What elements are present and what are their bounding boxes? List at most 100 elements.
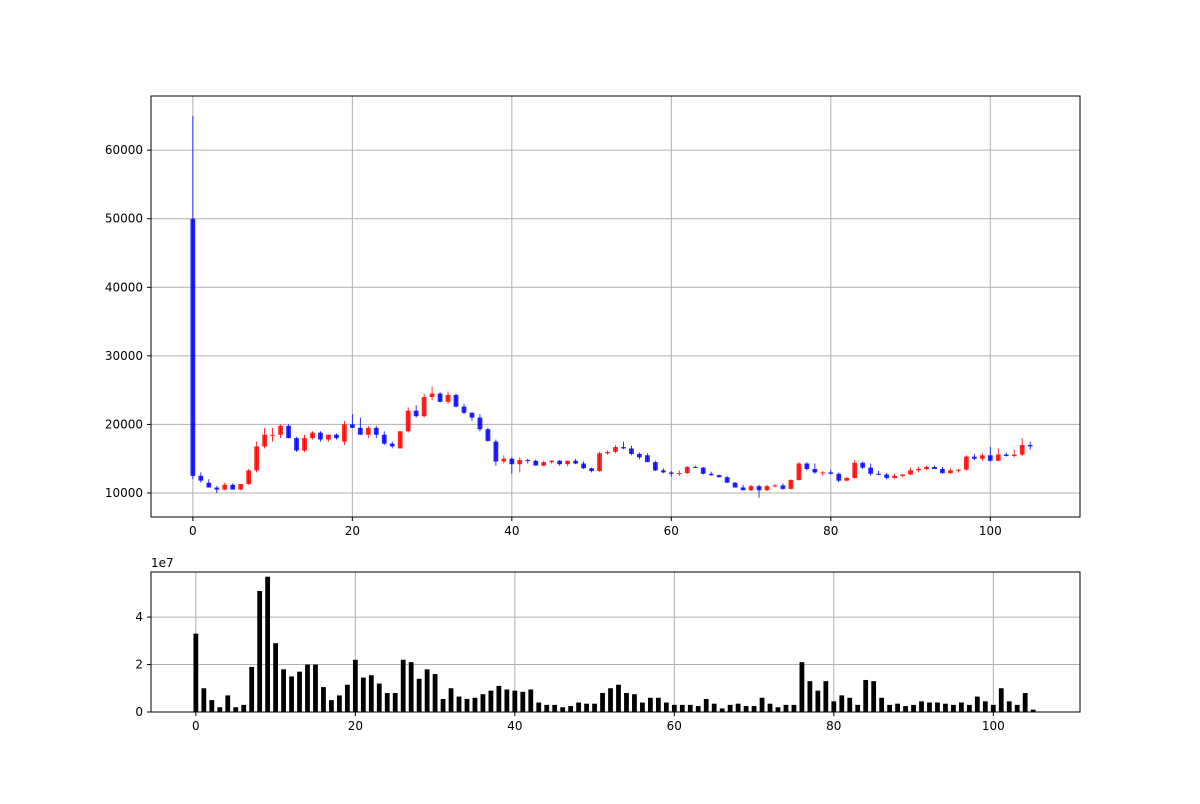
volume-bar [568,706,574,712]
candle-body [517,460,523,465]
price-axis-ticks: 0 20 40 60 80 100 10000 20000 30000 40000 50000 600… [105,143,1002,538]
volume-bar [241,704,247,712]
volume-bar [815,690,821,712]
candle-body [198,475,204,481]
candle-body [573,460,579,464]
candle-body [668,472,674,474]
candle-body [637,453,642,458]
volume-bar [927,702,932,712]
candle-body [405,410,411,432]
candle-body [533,460,539,466]
volume-bar [392,693,398,712]
volume-bar [592,703,597,712]
volume-bar [711,703,717,712]
candle-body [397,431,403,449]
candlestick-series [190,115,1033,498]
candle-body [971,456,977,459]
volume-bar [313,664,318,712]
volume-bar [600,693,605,712]
candle-body [238,484,244,490]
candle-body [413,410,419,417]
candle-body [684,466,690,474]
candle-body [294,438,299,451]
candle-body [764,486,770,491]
candle-body [437,393,443,402]
volume-bar [528,689,534,712]
volume-bar [998,688,1004,712]
candle-body [246,470,252,485]
volume-bar [289,676,294,712]
volume-bar [249,666,255,712]
volume-bar [791,704,797,712]
volume-bar [504,689,510,712]
volume-bar [560,707,566,712]
volume-bar [743,706,749,712]
volume-bar [943,703,948,712]
volume-bar [552,704,558,712]
candle-body [357,427,363,435]
volume-bar [480,694,486,712]
candle-body [605,451,610,454]
volume-bar [966,704,972,712]
candle-body [916,469,921,471]
price-x-tick-label: 60 [664,524,679,538]
candle-body [956,469,961,471]
volume-bar [456,696,462,712]
volume-bar [624,693,629,712]
candle-body [326,434,331,440]
volume-bar [1006,701,1012,712]
candle-body [740,487,746,491]
candle-body [876,473,882,475]
volume-bar [823,681,829,712]
price-x-tick-label: 80 [823,524,838,538]
candle-body [1011,454,1017,456]
price-y-tick-label: 10000 [105,486,143,500]
candle-body [732,482,738,488]
price-grid [151,96,1080,517]
volume-bar [281,669,286,712]
candle-body [788,479,794,489]
candle-body [302,438,307,451]
volume-bar [799,662,805,712]
candle-body [381,434,387,444]
candle-body [868,467,874,474]
price-y-tick-label: 50000 [105,212,143,226]
volume-bar [209,700,215,712]
candle-body [724,477,730,483]
volume-bar [775,707,781,712]
volume-bar [919,701,924,712]
volume-x-tick-label: 20 [348,719,363,733]
candle-body [334,434,339,439]
price-y-tick-label: 40000 [105,280,143,294]
volume-bar [974,696,980,712]
candle-body [940,469,945,474]
volume-bar [512,690,518,712]
candle-body [270,434,275,436]
candle-body [501,458,507,462]
candle-body [708,473,714,476]
price-x-tick-label: 20 [345,524,360,538]
candle-body [660,470,666,473]
volume-x-tick-label: 60 [667,719,682,733]
candle-body [852,462,858,478]
volume-bar [440,698,446,712]
candle-body [549,460,555,463]
price-y-tick-label: 30000 [105,349,143,363]
volume-bar [225,695,231,712]
volume-bar [1022,693,1028,712]
volume-plot-frame [150,571,1081,713]
volume-bar [687,704,693,712]
candle-body [597,453,602,472]
price-x-tick-label: 0 [189,524,197,538]
candle-body [421,397,427,417]
volume-bar [903,706,908,712]
volume-bar [871,681,877,712]
price-y-tick-label: 60000 [105,143,143,157]
volume-bar [671,704,677,712]
candle-body [900,474,905,476]
volume-bar [911,704,916,712]
volume-bar [337,695,342,712]
volume-bar [265,576,271,712]
candle-body [652,462,658,471]
candle-body [557,460,563,465]
